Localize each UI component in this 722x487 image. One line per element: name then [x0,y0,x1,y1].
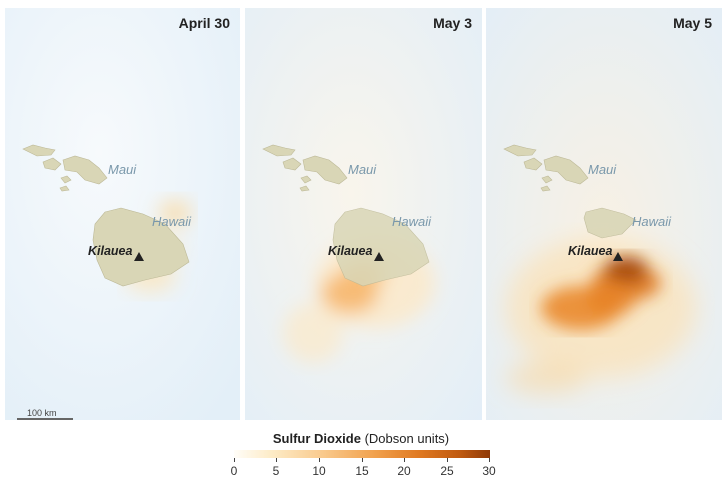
legend-tick-label: 5 [272,464,280,478]
kilauea-label: Kilauea [568,244,613,258]
legend-tick-label: 10 [312,464,326,478]
legend-tick-label: 0 [230,464,238,478]
hawaii-label: Hawaii [152,214,192,229]
kilauea-label: Kilauea [328,244,373,258]
islands [262,144,430,287]
volcano-marker-icon [134,252,144,261]
volcano-marker-icon [374,252,384,261]
legend-title: Sulfur Dioxide (Dobson units) [0,431,722,446]
legend-tick [404,458,405,462]
panel-date: April 30 [178,15,230,31]
legend-tick [234,458,235,462]
map-panel-april-30: April 30 Maui Hawaii Kilauea 100 km [5,8,240,420]
legend-tick-label: 25 [440,464,454,478]
legend-tick [319,458,320,462]
maui-label: Maui [108,162,137,177]
legend-tick [276,458,277,462]
scale-bar [17,418,73,420]
legend-tick [489,458,490,462]
hawaii-label: Hawaii [392,214,432,229]
islands [503,144,637,239]
scale-bar-label: 100 km [27,408,57,418]
panel-date: May 5 [673,15,712,31]
volcano-marker-icon [613,252,623,261]
so2-plume [541,256,661,330]
color-bar [234,450,490,458]
islands [22,144,190,287]
legend-tick-label: 15 [355,464,369,478]
legend-tick-label: 30 [482,464,496,478]
legend-tick-label: 20 [397,464,411,478]
legend-tick [362,458,363,462]
legend-title-units: (Dobson units) [364,431,450,446]
kilauea-label: Kilauea [88,244,133,258]
map-canvas [245,8,482,420]
maui-label: Maui [588,162,617,177]
map-panel-may-5: May 5 Maui Hawaii Kilauea [486,8,722,420]
map-canvas [486,8,722,420]
map-canvas [5,8,240,420]
maui-label: Maui [348,162,377,177]
panel-date: May 3 [433,15,472,31]
legend-title-variable: Sulfur Dioxide [272,431,361,446]
map-panel-may-3: May 3 Maui Hawaii Kilauea [245,8,482,420]
hawaii-label: Hawaii [632,214,672,229]
legend-tick [447,458,448,462]
